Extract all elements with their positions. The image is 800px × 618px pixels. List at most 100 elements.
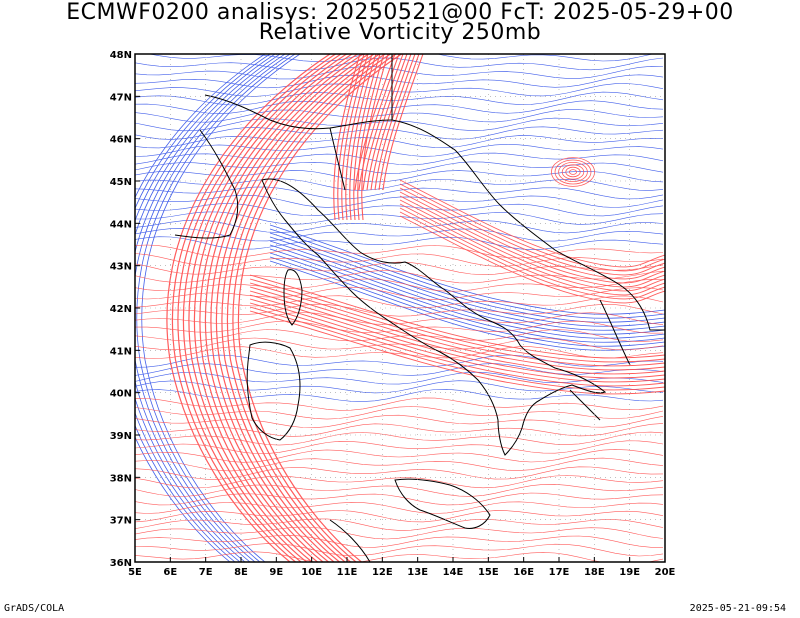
map-subtitle: Relative Vorticity 250mb	[258, 20, 542, 45]
negative-contour	[135, 117, 664, 132]
band-contour	[399, 195, 665, 284]
positive-contour	[135, 457, 664, 472]
positive-contour	[135, 295, 664, 309]
lon-label: 18E	[584, 567, 605, 578]
positive-contour	[135, 397, 664, 411]
positive-contour	[135, 337, 664, 351]
positive-contour	[135, 501, 664, 514]
negative-contour	[135, 109, 664, 123]
lat-label: 43N	[110, 262, 132, 273]
negative-contour	[135, 170, 664, 183]
negative-contour	[135, 54, 271, 562]
jet-contour	[345, 54, 373, 221]
band-contour	[249, 302, 665, 387]
band-contour	[399, 187, 665, 276]
lon-label: 10E	[301, 567, 322, 578]
lon-label: 17E	[549, 567, 570, 578]
positive-contour	[135, 518, 664, 531]
negative-contour	[135, 54, 654, 62]
band-contour	[399, 199, 665, 288]
vortex-contour	[558, 161, 588, 182]
band-contour	[249, 306, 665, 391]
band-contour	[399, 203, 665, 292]
contour-field	[135, 54, 665, 562]
jet-contour	[366, 54, 408, 191]
band-contour	[249, 290, 665, 375]
lon-label: 6E	[163, 567, 177, 578]
jet-contour	[370, 54, 412, 191]
jet-contour	[378, 54, 420, 191]
positive-contour	[135, 551, 664, 562]
jet-contour	[353, 54, 381, 221]
lat-label: 48N	[110, 50, 132, 61]
lon-label: 9E	[269, 567, 283, 578]
negative-contour	[135, 152, 664, 166]
negative-contour	[135, 54, 286, 562]
vortex-contour	[561, 164, 585, 180]
band-contour	[249, 294, 665, 379]
jet-contour	[374, 54, 416, 191]
negative-contour	[135, 236, 664, 251]
band-contour	[249, 298, 665, 383]
jet-contour	[337, 54, 365, 221]
jet-contour	[171, 54, 336, 562]
lat-label: 47N	[110, 92, 132, 103]
jet-contour	[362, 54, 404, 191]
negative-contour	[135, 186, 664, 200]
lon-label: 5E	[128, 567, 142, 578]
lat-label: 38N	[110, 473, 132, 484]
negative-contour	[269, 244, 665, 335]
jet-contour	[226, 54, 391, 562]
negative-contour	[135, 219, 664, 234]
jet-contour	[232, 54, 397, 562]
lon-label: 7E	[199, 567, 213, 578]
jet-contour	[357, 54, 385, 221]
band-contour	[249, 310, 665, 395]
positive-contour	[135, 303, 664, 317]
band-contour	[399, 191, 665, 280]
lon-label: 14E	[443, 567, 464, 578]
lon-label: 11E	[337, 567, 358, 578]
band-contour	[399, 211, 665, 300]
negative-contour	[141, 54, 301, 562]
lat-label: 40N	[110, 389, 132, 400]
negative-contour	[136, 54, 296, 562]
lat-label: 42N	[110, 304, 132, 315]
positive-contour	[135, 543, 664, 557]
negative-contour	[269, 236, 665, 327]
jet-contour	[237, 54, 402, 562]
positive-contour	[135, 320, 664, 334]
band-contour	[249, 274, 665, 359]
vortex-contour	[569, 169, 578, 175]
axis-ticks: 5E 6E 7E 8E 9E 10E 11E 12E 13E 14E 15E 16E 17E 18E 19E…	[110, 50, 676, 578]
jet-contour	[349, 54, 377, 221]
negative-contour	[135, 211, 664, 225]
jet-contour	[188, 54, 353, 562]
positive-contour	[135, 466, 664, 480]
jet-contour	[177, 54, 342, 562]
negative-contour	[269, 240, 665, 331]
negative-contour	[135, 228, 664, 242]
jet-contour	[358, 54, 400, 191]
band-contour	[399, 207, 665, 296]
lon-label: 20E	[655, 567, 676, 578]
jet-contour	[166, 54, 331, 562]
positive-contour	[135, 534, 663, 548]
jet-contour	[333, 54, 361, 221]
positive-contour	[135, 475, 664, 489]
footer-software-label: GrADS/COLA	[4, 603, 65, 614]
coastlines	[174, 54, 665, 562]
negative-contour	[135, 91, 664, 106]
lon-label: 19E	[619, 567, 640, 578]
lat-label: 36N	[110, 558, 132, 569]
jet-contour	[182, 54, 347, 562]
jet-contour	[193, 54, 358, 562]
jet-contour	[210, 54, 375, 562]
graticule	[135, 54, 665, 562]
vortex-contour	[554, 159, 592, 185]
positive-contour	[135, 510, 664, 523]
negative-contour	[135, 54, 276, 562]
positive-contour	[135, 449, 664, 463]
positive-contour	[135, 431, 664, 446]
lat-label: 37N	[110, 516, 132, 527]
